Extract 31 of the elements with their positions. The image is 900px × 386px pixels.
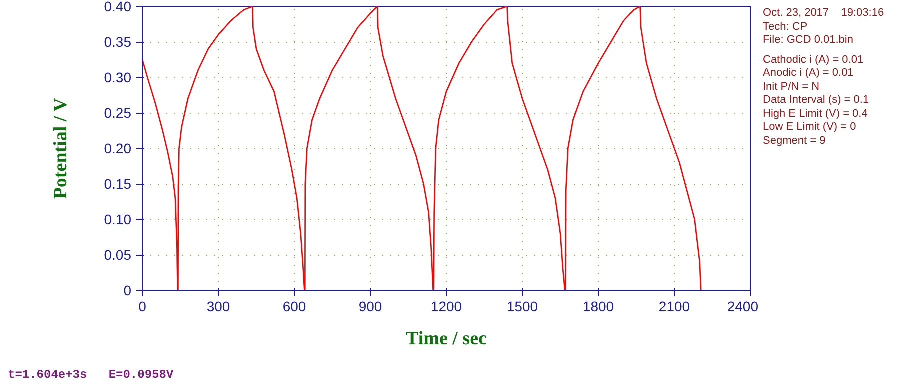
x-tick-label: 1500: [506, 298, 538, 314]
y-tick-label: 0.10: [104, 212, 132, 228]
y-tick-label: 0.40: [104, 0, 132, 14]
y-tick-label: 0.25: [104, 105, 132, 121]
x-tick-label: 0: [138, 298, 147, 314]
y-tick-label: 0: [124, 282, 132, 298]
text: Segment = 9: [763, 134, 827, 148]
text: Init P/N = N: [763, 80, 821, 94]
y-tick-label: 0.30: [104, 70, 132, 86]
text: Cathodic i (A) = 0.01: [763, 54, 865, 67]
text: Anodic i (A) = 0.01: [763, 67, 855, 80]
text: Low E Limit (V) = 0: [763, 121, 858, 134]
x-tick-label: 2100: [658, 298, 690, 314]
y-tick-label: 0.15: [104, 176, 132, 192]
y-axis-title: Potential / V: [50, 98, 72, 200]
text: Tech: CP: [763, 20, 809, 34]
text: Oct. 23, 2017 19:03:16: [763, 7, 884, 20]
y-tick-label: 0.35: [104, 34, 132, 50]
text: File: GCD 0.01.bin: [763, 34, 854, 48]
text: High E Limit (V) = 0.4: [763, 108, 869, 121]
x-tick-label: 2400: [727, 298, 759, 314]
x-tick-label: 1200: [430, 298, 462, 314]
x-tick-label: 600: [282, 298, 306, 314]
y-tick-label: 0.05: [104, 247, 132, 263]
x-tick-label: 900: [358, 298, 382, 314]
y-tick-label: 0.20: [104, 140, 132, 156]
x-tick-label: 300: [206, 298, 230, 314]
text: Data Interval (s) = 0.1: [763, 94, 870, 108]
text: t=1.604e+3s E=0.0958V: [8, 368, 174, 382]
x-axis-title: Time / sec: [406, 328, 487, 350]
x-tick-label: 1800: [582, 298, 614, 314]
